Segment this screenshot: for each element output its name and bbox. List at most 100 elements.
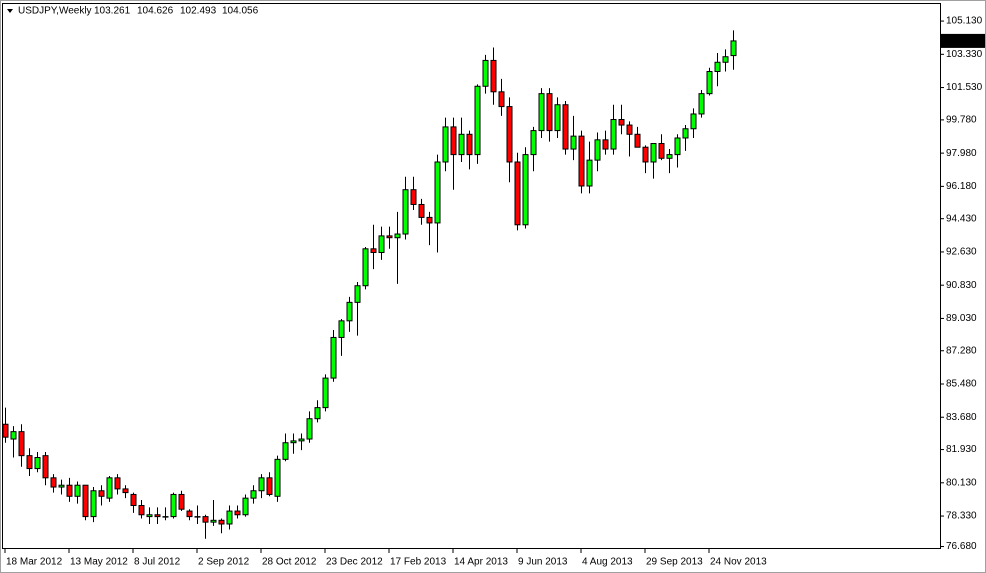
candle-body	[714, 61, 721, 72]
candle-body	[258, 477, 265, 492]
candle-body	[506, 106, 513, 163]
header-close: 104.056	[222, 6, 259, 17]
candle-body	[610, 119, 617, 150]
candle-body	[338, 320, 345, 338]
y-tick-label: 76.680	[946, 541, 977, 552]
candle-body	[90, 490, 97, 518]
candle-body	[274, 458, 281, 497]
x-tick-label: 13 May 2012	[70, 557, 128, 568]
candle-body	[450, 126, 457, 156]
candle-body	[194, 516, 201, 518]
candle-body	[674, 137, 681, 156]
candle-body	[538, 93, 545, 132]
candle-body	[362, 248, 369, 287]
candle-body	[66, 484, 73, 497]
candle-body	[546, 93, 553, 132]
candle-body	[682, 128, 689, 139]
y-tick-label: 96.180	[946, 181, 977, 192]
candle-body	[242, 497, 249, 516]
y-tick-label: 105.130	[946, 16, 983, 27]
x-tick-label: 9 Jun 2013	[518, 557, 568, 568]
candle-body	[58, 484, 65, 488]
candle-body	[474, 85, 481, 156]
candle-body	[106, 477, 113, 499]
y-tick-label: 101.530	[946, 82, 983, 93]
candle-body	[626, 124, 633, 135]
candle-body	[730, 40, 737, 57]
candle-body	[658, 143, 665, 159]
x-tick-label: 17 Feb 2013	[390, 557, 447, 568]
candle-body	[82, 484, 89, 518]
candle-body	[418, 203, 425, 218]
candle-body	[370, 248, 377, 253]
candle-body	[466, 133, 473, 156]
x-tick-label: 14 Apr 2013	[454, 557, 508, 568]
plot-frame	[2, 3, 941, 549]
candle-body	[50, 477, 57, 488]
x-tick-label: 24 Nov 2013	[710, 557, 767, 568]
x-tick-label: 8 Jul 2012	[134, 557, 181, 568]
candle-body	[282, 442, 289, 460]
candle-body	[498, 91, 505, 108]
candle-body	[26, 455, 33, 470]
candle-body	[322, 377, 329, 409]
y-tick-label: 103.330	[946, 49, 983, 60]
candle-body	[378, 235, 385, 253]
candle-body	[698, 93, 705, 115]
header-open: 103.261	[94, 6, 131, 17]
y-tick-label: 85.480	[946, 379, 977, 390]
candle-body	[458, 133, 465, 156]
candle-body	[690, 113, 697, 130]
y-tick-label: 87.280	[946, 345, 977, 356]
candle-body	[570, 135, 577, 150]
y-tick-label: 90.830	[946, 280, 977, 291]
candle-body	[98, 490, 105, 497]
candle-body	[154, 514, 161, 518]
candle-body	[706, 70, 713, 95]
candle-body	[482, 59, 489, 87]
current-price-label: 104.056	[944, 36, 981, 47]
candle-body	[594, 139, 601, 161]
candle-body	[122, 488, 129, 494]
candle-body	[74, 484, 81, 497]
candle-body	[602, 139, 609, 150]
candle-body	[634, 133, 641, 148]
candle-body	[114, 477, 121, 490]
candle-body	[218, 519, 225, 525]
candle-body	[394, 233, 401, 239]
candle-body	[514, 161, 521, 226]
candle-body	[522, 154, 529, 226]
y-tick-label: 99.780	[946, 115, 977, 126]
y-tick-label: 80.130	[946, 477, 977, 488]
candle-body	[2, 423, 9, 438]
candle-body	[578, 135, 585, 187]
y-tick-label: 81.930	[946, 444, 977, 455]
candle-body	[586, 159, 593, 187]
candle-body	[146, 514, 153, 518]
header-low: 102.493	[180, 6, 217, 17]
candle-body	[442, 126, 449, 163]
menu-arrow[interactable]	[7, 9, 13, 13]
candle-body	[202, 516, 209, 523]
candle-body	[130, 493, 137, 507]
candle-body	[434, 161, 441, 224]
candle-body	[290, 440, 297, 444]
y-tick-label: 97.980	[946, 148, 977, 159]
candle-body	[162, 516, 169, 518]
x-tick-label: 29 Sep 2013	[646, 557, 703, 568]
candle-body	[42, 455, 49, 479]
candle-body	[490, 59, 497, 93]
candle-body	[298, 438, 305, 442]
y-tick-label: 78.330	[946, 511, 977, 522]
candle-body	[346, 301, 353, 322]
candle-body	[10, 431, 17, 440]
candle-body	[306, 418, 313, 440]
x-tick-label: 18 Mar 2012	[6, 557, 63, 568]
candle-body	[410, 189, 417, 205]
candle-body	[226, 510, 233, 525]
candle-body	[186, 510, 193, 518]
y-tick-label: 83.680	[946, 412, 977, 423]
candle-body	[138, 505, 145, 516]
